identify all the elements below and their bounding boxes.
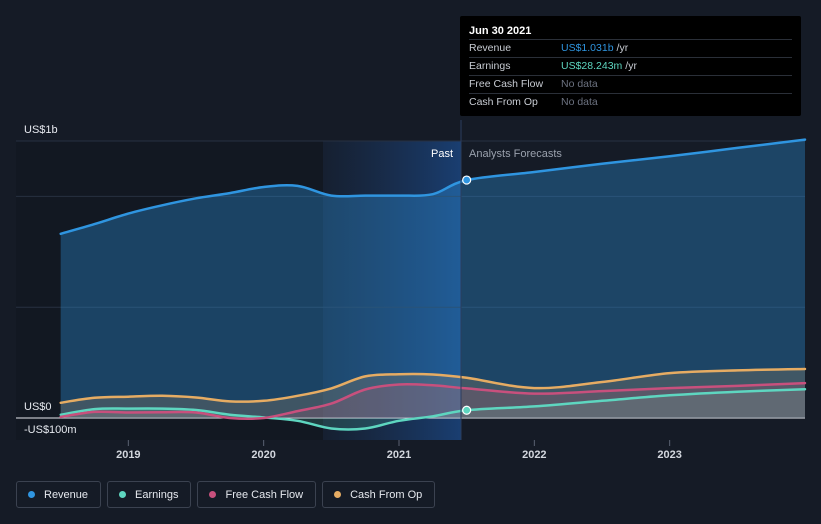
tooltip-row-revenue: Revenue US$1.031b /yr bbox=[469, 39, 792, 57]
legend-dot-icon bbox=[28, 491, 35, 498]
series-line-free-cash-flow bbox=[59, 381, 807, 421]
y-label-top: US$1b bbox=[24, 124, 58, 136]
legend-item-free-cash-flow[interactable]: Free Cash Flow bbox=[197, 481, 317, 508]
legend-item-earnings[interactable]: Earnings bbox=[107, 481, 192, 508]
data-point-marker bbox=[462, 405, 472, 415]
legend-dot-icon bbox=[209, 491, 217, 498]
legend-label: Cash From Op bbox=[350, 488, 423, 501]
x-tick-label: 2019 bbox=[116, 449, 140, 461]
tooltip-label: Earnings bbox=[469, 60, 511, 72]
tooltip-unit: /yr bbox=[625, 60, 637, 72]
series-line-revenue bbox=[59, 138, 807, 236]
data-point-marker bbox=[462, 175, 472, 185]
pre-past-shade bbox=[16, 141, 323, 440]
legend-label: Revenue bbox=[44, 488, 89, 501]
tooltip-value: US$1.031b bbox=[561, 42, 614, 54]
tooltip-label: Cash From Op bbox=[469, 96, 538, 108]
x-tick-label: 2020 bbox=[251, 449, 275, 461]
x-tick-label: 2021 bbox=[387, 449, 411, 461]
tooltip-label: Revenue bbox=[469, 42, 512, 54]
x-tick-label: 2023 bbox=[657, 449, 681, 461]
past-highlight bbox=[323, 141, 461, 440]
tooltip-value: No data bbox=[561, 96, 598, 108]
y-label-zero: US$0 bbox=[24, 401, 52, 413]
tooltip-value: US$28.243m bbox=[561, 60, 623, 72]
legend-item-revenue[interactable]: Revenue bbox=[16, 481, 102, 508]
series-area-cash-from-op bbox=[60, 369, 805, 418]
tooltip-value: No data bbox=[561, 78, 598, 90]
legend-label: Earnings bbox=[135, 488, 179, 501]
legend-label: Free Cash Flow bbox=[225, 488, 304, 501]
series-line-earnings bbox=[59, 387, 807, 431]
tooltip-date: Jun 30 2021 bbox=[469, 25, 532, 37]
legend-dot-icon bbox=[334, 491, 342, 498]
y-label-bottom: -US$100m bbox=[24, 424, 77, 436]
series-area-free-cash-flow bbox=[60, 383, 805, 419]
legend-item-cash-from-op[interactable]: Cash From Op bbox=[322, 481, 436, 508]
tooltip: Jun 30 2021 Revenue US$1.031b /yr Earnin… bbox=[460, 16, 801, 116]
series-area-revenue bbox=[60, 139, 805, 418]
tooltip-unit: /yr bbox=[616, 42, 629, 54]
tooltip-row-cash-from-op: Cash From Op No data bbox=[469, 93, 792, 111]
legend-dot-icon bbox=[119, 491, 127, 498]
x-tick-label: 2022 bbox=[522, 449, 546, 461]
tooltip-row-free-cash-flow: Free Cash Flow No data bbox=[469, 75, 792, 93]
series-line-cash-from-op bbox=[59, 367, 807, 405]
forecast-label: Analysts Forecasts bbox=[469, 148, 562, 160]
chart: 2019 2020 2021 2022 2023 US$1b US$0 -US$100m… bbox=[16, 120, 807, 461]
tooltip-label: Free Cash Flow bbox=[469, 78, 544, 90]
past-label: Past bbox=[431, 148, 453, 160]
tooltip-row-earnings: Earnings US$28.243m /yr bbox=[469, 57, 792, 75]
legend: Revenue Earnings Free Cash Flow Cash Fro… bbox=[16, 481, 436, 508]
